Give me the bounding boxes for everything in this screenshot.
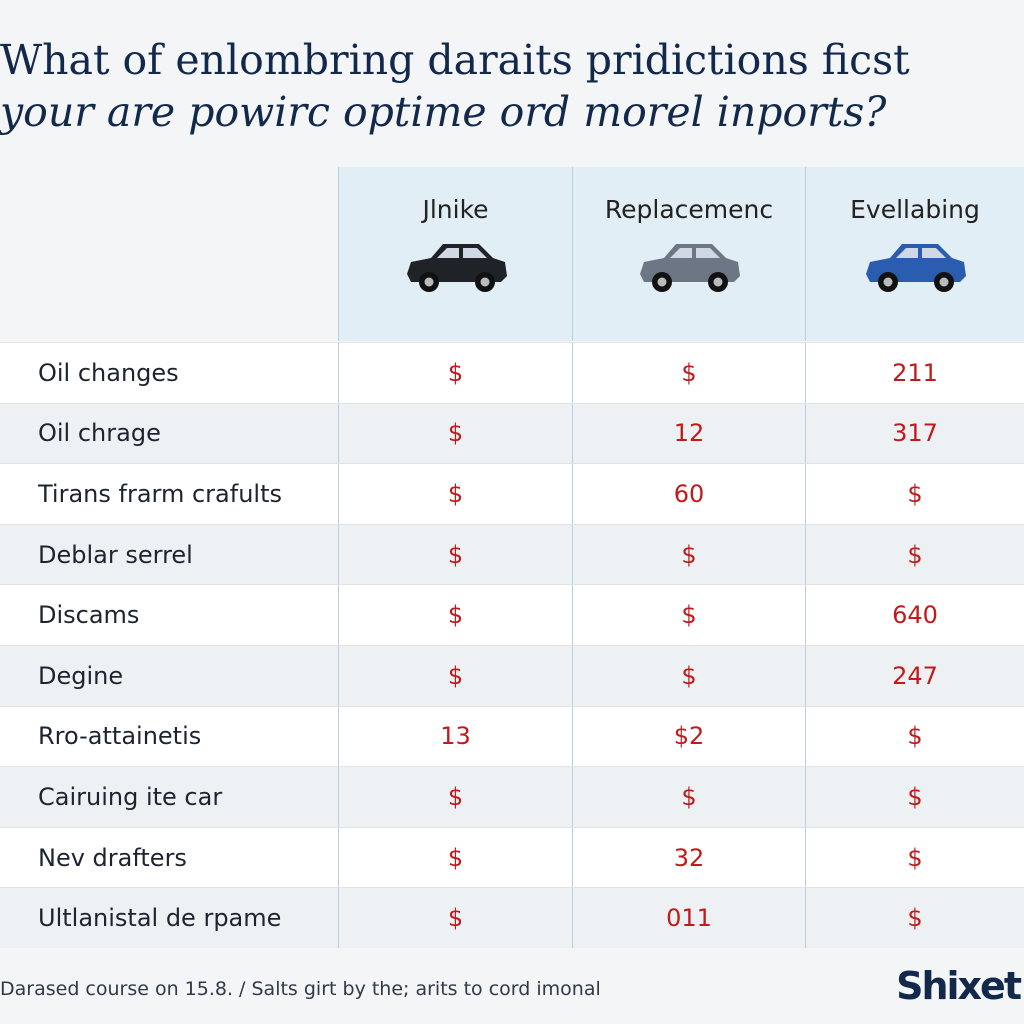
cell: $ — [338, 827, 572, 888]
cell: 211 — [805, 343, 1024, 403]
cell: 317 — [805, 403, 1024, 464]
row-label: Ultlanistal de rpame — [38, 904, 282, 933]
column-title: Evellabing — [850, 195, 980, 224]
column-header: Jlnike — [338, 167, 572, 341]
cell: $ — [805, 888, 1024, 948]
table-row: Nev drafters $32 $ — [0, 826, 1024, 888]
cell: $ — [805, 706, 1024, 767]
column-header: Evellabing — [805, 167, 1024, 341]
row-label: Oil changes — [38, 358, 179, 387]
cell: 32 — [572, 827, 805, 888]
cell: 011 — [572, 888, 805, 948]
cell: $ — [338, 767, 572, 827]
cell: $ — [572, 767, 805, 827]
column-title: Replacemenc — [604, 195, 774, 224]
row-label: Rro-attainetis — [38, 722, 202, 751]
cell: $ — [572, 524, 805, 585]
row-label: Tirans frarm crafults — [38, 479, 282, 508]
car-icon — [866, 244, 966, 292]
cell: $ — [338, 464, 572, 524]
table-row: Tirans frarm crafults $60 $ — [0, 463, 1024, 524]
cell: $ — [805, 464, 1024, 524]
table-row: Degine $ $247 — [0, 644, 1024, 706]
cell: $ — [338, 343, 572, 403]
table-row: Discams $ $640 — [0, 584, 1024, 645]
footer-note: Darased course on 15.8. / Salts girt by … — [0, 978, 601, 1000]
cell: $ — [572, 585, 805, 645]
column-title: Jlnike — [422, 195, 489, 224]
cell: 60 — [572, 464, 805, 524]
title: What of enlombring daraits pridictions f… — [0, 36, 910, 84]
column-header: Replacemenc — [572, 167, 805, 341]
table-row: Deblar serrel $ $ $ — [0, 523, 1024, 585]
row-label: Deblar serrel — [38, 540, 193, 569]
table-body: Oil changes $ $211 Oil chrage $12 317 Tirans f… — [0, 342, 1024, 948]
cell: $ — [572, 645, 805, 706]
cell: $ — [338, 403, 572, 464]
cell: $ — [805, 767, 1024, 827]
cell: $ — [338, 585, 572, 645]
cell: $ — [338, 645, 572, 706]
row-label: Nev drafters — [38, 843, 187, 872]
logo: Shixet — [896, 964, 1022, 1008]
car-icon — [406, 244, 507, 292]
cell: 13 — [338, 706, 572, 767]
table-row: Rro-attainetis 13 $2 $ — [0, 705, 1024, 767]
table-row: Oil changes $ $211 — [0, 342, 1024, 403]
cell: $ — [338, 888, 572, 948]
row-label: Oil chrage — [38, 419, 161, 448]
cell: $ — [805, 524, 1024, 585]
row-label: Discams — [38, 601, 140, 630]
cell: 247 — [805, 645, 1024, 706]
table-header: Jlnike Replacemenc Evellabing — [0, 167, 1024, 341]
cell: $ — [805, 827, 1024, 888]
cell: $ — [338, 524, 572, 585]
row-label: Degine — [38, 661, 124, 690]
cell: $ — [572, 343, 805, 403]
row-label: Cairuing ite car — [38, 782, 223, 811]
cell: 640 — [805, 585, 1024, 645]
table-row: Oil chrage $12 317 — [0, 402, 1024, 464]
subtitle: your are powirc optime ord morel inports… — [0, 88, 887, 136]
cell: $2 — [572, 706, 805, 767]
cell: 12 — [572, 403, 805, 464]
table-row: Cairuing ite car $ $ $ — [0, 766, 1024, 827]
car-icon — [640, 244, 740, 292]
table-row: Ultlanistal de rpame $011 $ — [0, 887, 1024, 948]
